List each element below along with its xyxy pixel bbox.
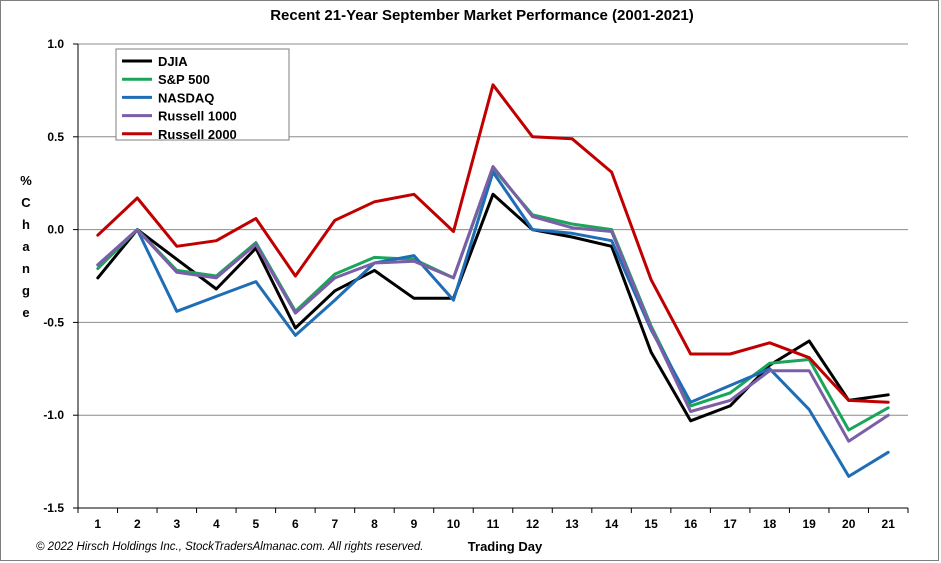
x-tick-label: 6: [292, 517, 299, 531]
legend-label: S&P 500: [158, 72, 210, 87]
legend: DJIA S&P 500 NASDAQ Russell 1000 Russell 200…: [115, 48, 290, 142]
x-tick-label: 18: [763, 517, 777, 531]
x-tick-label: 20: [842, 517, 856, 531]
y-axis-label-char: %: [20, 173, 32, 188]
y-axis-label-char: g: [22, 283, 30, 298]
copyright-notice: © 2022 Hirsch Holdings Inc., StockTrader…: [36, 541, 423, 553]
series-lines: [96, 83, 890, 478]
x-tick-label: 17: [723, 517, 737, 531]
x-tick-label: 3: [173, 517, 180, 531]
y-axis-label-char: e: [22, 305, 29, 320]
x-axis-ticks: 1 2 3 4 5 6 7 8 9 10 11 12 13 14 15 16 17 18 19 20 21: [77, 508, 909, 531]
y-axis-label-char: n: [22, 261, 30, 276]
legend-box: [115, 48, 290, 141]
x-tick-label: 21: [882, 517, 896, 531]
x-tick-label: 14: [605, 517, 619, 531]
y-tick-label: -1.0: [43, 408, 64, 422]
y-axis-label-char: h: [22, 217, 30, 232]
series-line-russell-2000: [96, 83, 890, 404]
x-tick-label: 1: [94, 517, 101, 531]
legend-label: NASDAQ: [158, 90, 214, 105]
x-tick-label: 13: [565, 517, 579, 531]
x-tick-label: 11: [487, 517, 500, 531]
series-line-nasdaq: [96, 170, 890, 478]
x-tick-label: 12: [526, 517, 540, 531]
y-axis-ticks: 1.0 0.5 0.0 -0.5 -1.0 -1.5: [43, 37, 78, 515]
x-tick-label: 2: [134, 517, 141, 531]
y-axis-label-char: C: [21, 195, 31, 210]
y-tick-label: -1.5: [43, 501, 64, 515]
x-tick-label: 15: [644, 517, 658, 531]
x-tick-label: 7: [332, 517, 339, 531]
x-tick-label: 8: [371, 517, 378, 531]
series-line-djia: [96, 192, 890, 423]
x-tick-label: 5: [253, 517, 260, 531]
x-tick-label: 19: [803, 517, 817, 531]
x-tick-label: 10: [447, 517, 461, 531]
y-tick-label: 1.0: [47, 37, 64, 51]
series-line-s-p-500: [96, 166, 890, 432]
x-tick-label: 9: [411, 517, 418, 531]
x-tick-label: 16: [684, 517, 698, 531]
chart-title: Recent 21-Year September Market Performa…: [270, 7, 694, 24]
legend-label: Russell 2000: [158, 127, 237, 142]
y-axis-label-char: a: [22, 239, 30, 254]
y-tick-label: -0.5: [43, 315, 64, 329]
legend-label: DJIA: [158, 54, 188, 69]
series-line-russell-1000: [96, 165, 890, 443]
y-tick-label: 0.0: [47, 223, 64, 237]
legend-label: Russell 1000: [158, 109, 237, 124]
x-tick-label: 4: [213, 517, 220, 531]
y-tick-label: 0.5: [47, 130, 64, 144]
x-axis-label: Trading Day: [468, 539, 543, 554]
